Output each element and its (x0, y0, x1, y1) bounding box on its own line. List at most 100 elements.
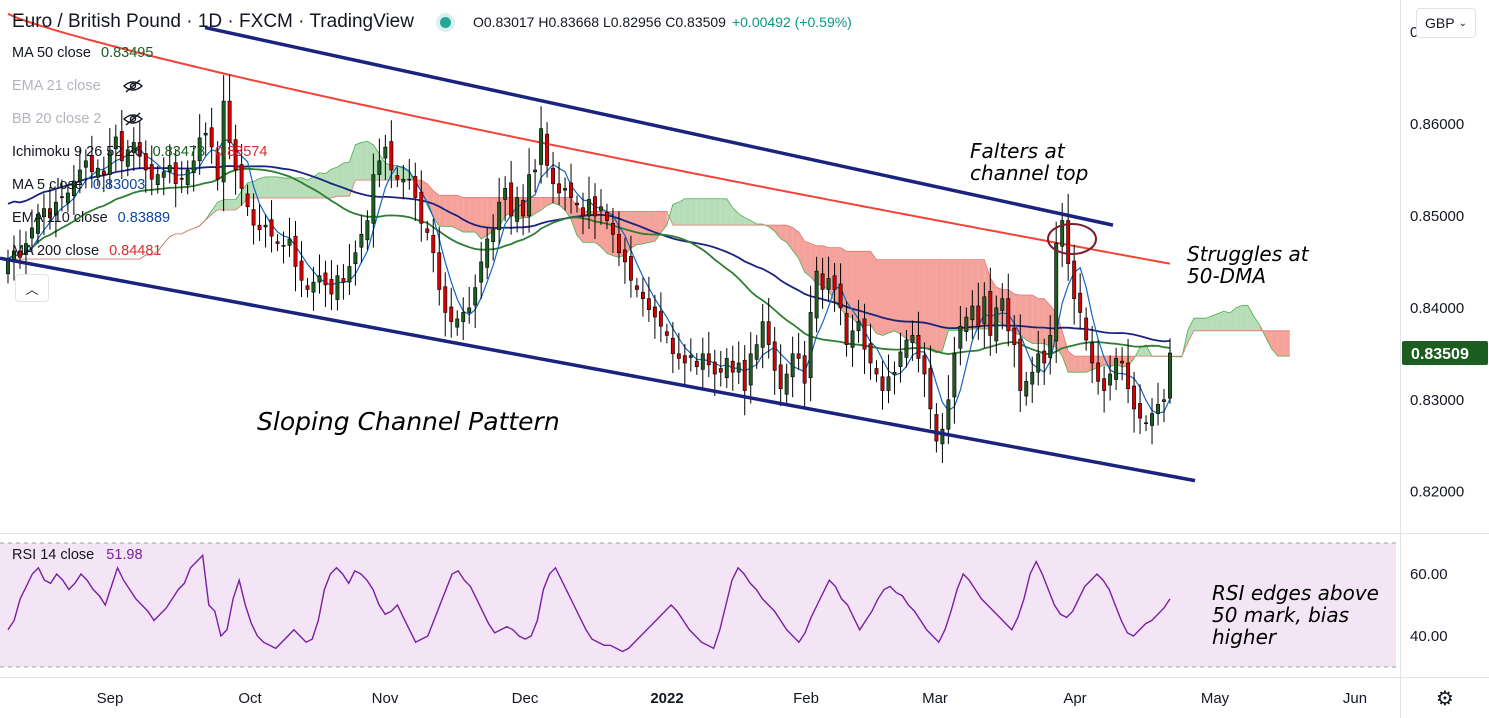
candle-body (748, 353, 753, 386)
candle-body (323, 272, 328, 286)
candle-body (676, 353, 681, 359)
cloud-segment (343, 161, 350, 197)
legend-item[interactable]: MA 200 close 0.84481 (12, 243, 171, 259)
candle-body (491, 229, 496, 242)
cloud-segment (541, 197, 548, 211)
candle-body (539, 128, 544, 165)
cloud-segment (547, 197, 554, 206)
candle (161, 157, 166, 196)
time-tick-label: Oct (238, 690, 262, 707)
cloud-segment (223, 199, 230, 210)
candle (1030, 356, 1035, 403)
candle (113, 124, 118, 171)
candle (832, 263, 837, 312)
candle-body (1000, 298, 1005, 311)
senkou-span-b (8, 179, 1290, 357)
candle (1120, 347, 1125, 381)
candle (736, 341, 741, 385)
time-tick-label: Feb (793, 690, 819, 707)
legend-value: 0.84481 (109, 243, 162, 259)
candle (167, 144, 172, 184)
cloud-segment (433, 190, 440, 227)
candle-body (617, 234, 621, 254)
candle-body (682, 355, 687, 364)
legend-item[interactable]: Ichimoku 9 26 52 26 0.83478 0.83574 (12, 144, 267, 160)
candle-body (497, 201, 502, 231)
cloud-segment (475, 197, 482, 239)
rsi-legend[interactable]: RSI 14 close 51.98 (12, 547, 143, 563)
candle-body (1012, 327, 1017, 345)
annotation-channel: Sloping Channel Pattern (257, 407, 560, 436)
candle (982, 282, 987, 348)
time-tick-label: Sep (97, 690, 124, 707)
cloud-segment (930, 259, 937, 353)
channel-upper-line[interactable] (204, 25, 1114, 227)
candle-body (1114, 358, 1119, 380)
candle-body (293, 235, 298, 267)
symbol-title[interactable]: Euro / British Pound · 1D · FXCM · Tradi… (12, 11, 414, 32)
legend-item[interactable]: MA 5 close 0.83003 (12, 177, 155, 193)
candle (24, 231, 28, 277)
legend-item[interactable]: BB 20 close 2 (12, 111, 144, 127)
candle-body (886, 376, 891, 391)
candle-body (203, 132, 208, 136)
candle (778, 344, 783, 407)
candle (149, 145, 154, 196)
eye-hidden-icon[interactable] (122, 79, 143, 93)
price-tick-label: 0.85000 (1410, 208, 1464, 225)
candle (730, 345, 735, 391)
candle (83, 149, 88, 189)
candle-body (83, 160, 88, 168)
legend-label: EMA 110 close (12, 210, 108, 226)
cloud-segment (804, 241, 811, 277)
candle (335, 264, 340, 311)
candle-body (838, 283, 843, 309)
candle-body (880, 376, 885, 391)
currency-label: GBP (1425, 15, 1455, 31)
candle (688, 338, 693, 372)
candle-body (1006, 298, 1011, 332)
candle-body (371, 174, 376, 224)
candle-body (311, 281, 316, 293)
candle-body (275, 241, 280, 244)
collapse-legend-button[interactable]: ︿ (15, 274, 49, 302)
candle-body (916, 335, 921, 359)
cloud-segment (1223, 311, 1230, 331)
candle-body (197, 137, 202, 162)
candle-body (521, 200, 526, 217)
candle-body (730, 360, 735, 373)
main-pane[interactable] (0, 0, 1400, 533)
candle (868, 323, 873, 380)
candle (958, 305, 963, 366)
legend-item[interactable]: MA 50 close 0.83495 (12, 45, 163, 61)
candle (928, 345, 933, 429)
candle-body (1060, 220, 1065, 247)
candle (551, 152, 556, 204)
candle (401, 165, 406, 200)
candle (293, 221, 298, 292)
candle-body (646, 298, 651, 310)
legend-item[interactable]: EMA 110 close 0.83889 (12, 210, 180, 226)
candle (664, 323, 669, 344)
channel-lower-line[interactable] (0, 256, 1196, 483)
candle-body (1042, 350, 1047, 364)
cloud-segment (1271, 330, 1278, 357)
candle (988, 267, 993, 356)
candle (287, 217, 292, 257)
candle-body (431, 234, 436, 254)
candle (575, 195, 579, 213)
candle (994, 295, 999, 354)
candle-body (455, 318, 460, 328)
eye-hidden-icon[interactable] (123, 112, 144, 126)
candle (1036, 330, 1041, 386)
legend-item[interactable]: EMA 21 close (12, 78, 143, 94)
currency-selector[interactable]: GBP ⌄ (1416, 8, 1476, 38)
candle-body (107, 151, 112, 175)
candle-body (101, 170, 106, 175)
gear-icon[interactable]: ⚙ (1436, 687, 1454, 710)
candle-body (353, 252, 358, 265)
candle-body (1048, 335, 1053, 358)
cloud-segment (780, 225, 787, 243)
candle-body (36, 213, 40, 234)
